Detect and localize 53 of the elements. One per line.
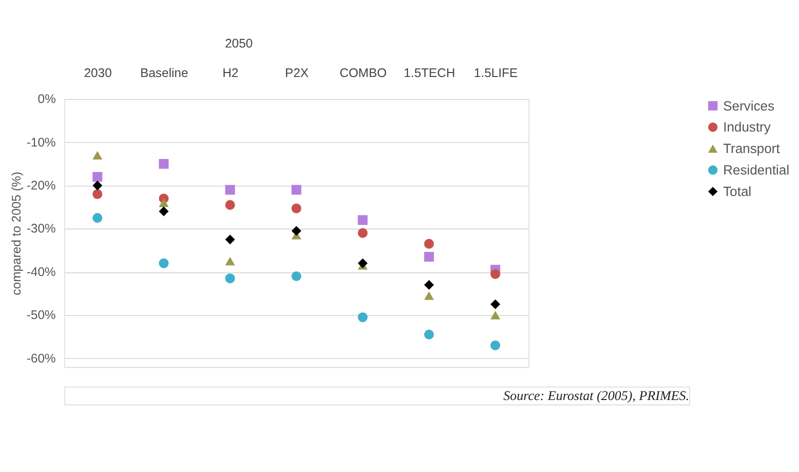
point xyxy=(158,258,169,268)
point xyxy=(424,291,434,300)
y-tick-label: -40% xyxy=(26,264,56,279)
y-tick-label: -30% xyxy=(26,222,56,236)
point xyxy=(225,184,235,195)
y-tick-label: -20% xyxy=(26,178,56,193)
point xyxy=(358,215,368,225)
point xyxy=(92,151,102,160)
x-tick-label: H2 xyxy=(222,66,239,80)
x-tick-label: COMBO xyxy=(340,66,388,80)
point xyxy=(292,204,302,214)
point xyxy=(424,252,434,262)
point xyxy=(424,330,434,340)
point xyxy=(225,256,235,266)
point xyxy=(424,238,434,249)
point xyxy=(358,312,368,322)
y-tick-label: 0% xyxy=(38,92,56,106)
point xyxy=(490,299,500,310)
x-tick-label: P2X xyxy=(285,66,310,80)
point xyxy=(358,258,368,268)
point xyxy=(292,271,302,282)
x-tick-label: Baseline xyxy=(140,66,188,80)
point xyxy=(490,310,500,320)
y-axis-title: compared to 2005 (%) xyxy=(9,172,24,296)
legend-label: Services xyxy=(723,98,775,114)
point xyxy=(292,184,302,195)
point xyxy=(292,226,302,236)
point xyxy=(92,180,102,190)
x-tick-label: 2030 xyxy=(84,66,112,80)
point xyxy=(92,213,102,223)
y-tick-label: -50% xyxy=(26,308,56,322)
point xyxy=(92,189,102,200)
point xyxy=(158,198,169,208)
point xyxy=(158,206,169,216)
text: 2050 xyxy=(224,36,253,50)
y-tick-label: -10% xyxy=(26,135,56,150)
legend-label: Residential xyxy=(723,162,790,178)
legend-label: Total xyxy=(723,184,752,199)
point xyxy=(358,228,368,238)
point xyxy=(92,172,102,182)
point xyxy=(225,234,235,244)
point xyxy=(490,340,500,350)
legend-label: Industry xyxy=(723,120,772,135)
point xyxy=(158,159,169,169)
point xyxy=(424,280,434,290)
legend-label: Transport xyxy=(723,141,780,156)
x-tick-label: 1.5LIFE xyxy=(474,66,518,80)
point xyxy=(225,200,235,210)
point xyxy=(225,273,235,284)
y-tick-label: -60% xyxy=(26,351,56,366)
source-note: Source: Eurostat (2005), PRIMES. xyxy=(503,388,690,403)
x-tick-label: 1.5TECH xyxy=(404,66,456,80)
point xyxy=(490,269,500,279)
